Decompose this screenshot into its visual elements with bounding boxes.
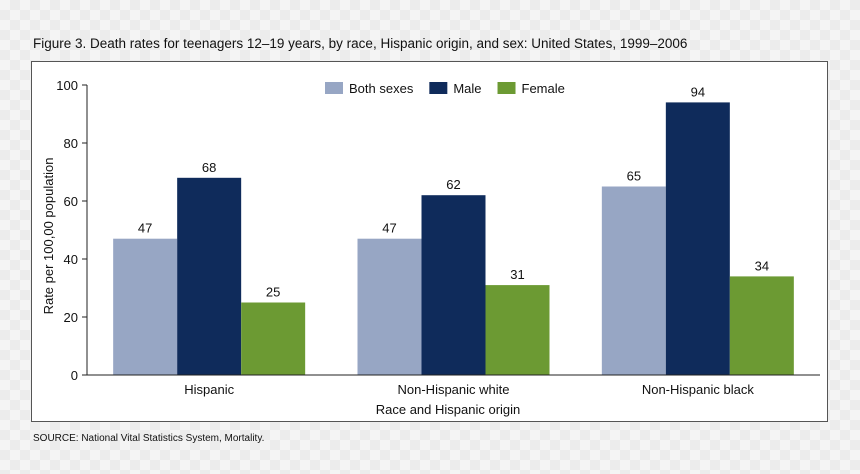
bar bbox=[601, 186, 666, 375]
bar bbox=[357, 238, 422, 375]
legend-label: Male bbox=[453, 81, 481, 96]
y-tick-label: 40 bbox=[64, 252, 78, 267]
legend-label: Female bbox=[522, 81, 565, 96]
data-label: 25 bbox=[266, 285, 280, 300]
bar bbox=[665, 102, 730, 376]
data-label: 34 bbox=[755, 258, 769, 273]
figure-title: Figure 3. Death rates for teenagers 12–1… bbox=[33, 36, 688, 51]
bar bbox=[729, 276, 794, 375]
x-tick-label: Hispanic bbox=[184, 382, 234, 397]
data-label: 68 bbox=[202, 160, 216, 175]
x-axis-title: Race and Hispanic origin bbox=[376, 402, 521, 417]
data-label: 62 bbox=[446, 177, 460, 192]
data-label: 65 bbox=[627, 169, 641, 184]
source-note: SOURCE: National Vital Statistics System… bbox=[33, 433, 265, 444]
x-axis: Hispanic Non-Hispanic white Non-Hispanic b… bbox=[87, 374, 820, 397]
legend-swatch bbox=[429, 82, 448, 94]
y-tick-label: 60 bbox=[64, 194, 78, 209]
bars-group: 47 68 25 47 62 31 65 94 34 bbox=[113, 84, 794, 376]
bar bbox=[485, 285, 550, 375]
bar bbox=[421, 195, 486, 375]
bar bbox=[113, 238, 178, 375]
x-tick-label: Non-Hispanic white bbox=[398, 382, 510, 397]
data-label: 47 bbox=[138, 221, 152, 236]
legend-swatch bbox=[325, 82, 343, 94]
y-tick-label: 80 bbox=[64, 136, 78, 151]
x-tick-label: Non-Hispanic black bbox=[642, 382, 754, 397]
data-label: 47 bbox=[382, 221, 396, 236]
bar bbox=[177, 177, 242, 375]
bar bbox=[241, 302, 306, 375]
data-label: 31 bbox=[510, 267, 524, 282]
legend-swatch bbox=[497, 82, 516, 94]
y-tick-label: 100 bbox=[56, 78, 78, 93]
y-axis: 0 20 40 60 80 100 bbox=[56, 78, 88, 383]
y-axis-title: Rate per 100,00 population bbox=[41, 158, 56, 315]
data-label: 94 bbox=[691, 84, 705, 99]
legend: Both sexes Male Female bbox=[325, 81, 565, 96]
y-tick-label: 0 bbox=[71, 368, 78, 383]
legend-label: Both sexes bbox=[349, 81, 414, 96]
y-tick-label: 20 bbox=[64, 310, 78, 325]
